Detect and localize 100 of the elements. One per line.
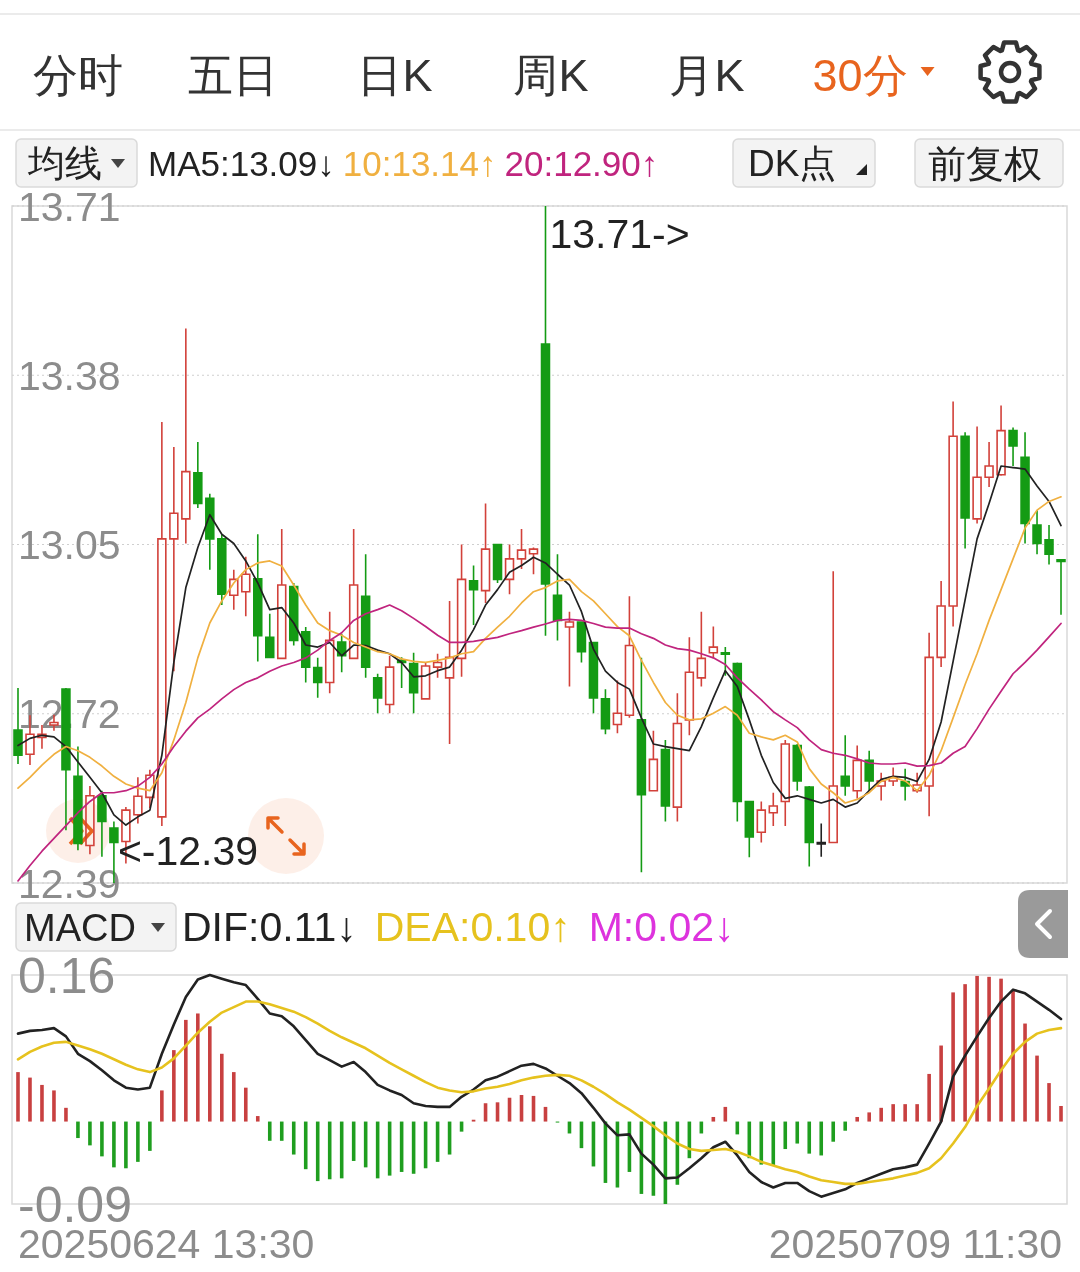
candlestick: [528, 546, 539, 576]
y-tick-label: 12.39: [18, 860, 121, 907]
bar: [148, 1121, 152, 1151]
bar: [867, 1112, 871, 1122]
bar: [16, 1072, 20, 1122]
candlestick: [636, 657, 647, 874]
candlestick: [840, 734, 850, 797]
candlestick: [360, 553, 371, 679]
bar: [88, 1121, 92, 1146]
bar: [40, 1084, 44, 1122]
bar: [711, 1116, 716, 1122]
candlestick: [372, 672, 383, 715]
candlestick: [720, 646, 731, 677]
bar: [999, 978, 1003, 1122]
candlestick: [312, 657, 323, 699]
bar: [220, 1053, 224, 1122]
bar: [939, 1045, 943, 1122]
bar: [987, 976, 991, 1122]
candlestick: [1056, 559, 1066, 616]
candlestick: [276, 528, 287, 660]
candlestick: [756, 800, 767, 844]
candlestick: [984, 441, 994, 488]
candlestick: [600, 688, 611, 736]
y-tick-label: 13.38: [18, 352, 121, 399]
candlestick: [217, 533, 227, 606]
bar: [903, 1104, 907, 1122]
candlestick: [205, 492, 215, 571]
candlestick: [948, 400, 958, 628]
candlestick: [624, 595, 635, 719]
series-label: DIF:0.11↓: [182, 904, 357, 950]
candlestick: [804, 785, 814, 868]
bar: [231, 1072, 236, 1122]
bar: [963, 984, 967, 1122]
candlestick: [780, 739, 791, 827]
candlestick: [912, 771, 922, 794]
bar: [879, 1107, 883, 1122]
text: 20250709 11:30: [768, 1221, 1062, 1267]
candlestick: [660, 739, 671, 823]
candlestick: [1008, 426, 1018, 467]
candlestick: [85, 785, 95, 856]
text: 30分: [812, 50, 908, 101]
bar: [208, 1026, 212, 1122]
bar: [52, 1090, 56, 1122]
bar: [819, 1121, 824, 1156]
candlestick: [193, 441, 203, 509]
candlestick: [444, 600, 455, 745]
bar: [196, 1013, 200, 1122]
candlestick: [792, 743, 803, 792]
candlestick: [576, 621, 587, 664]
bar: [915, 1104, 919, 1122]
y-tick-label: 13.71: [18, 183, 121, 230]
candlestick: [552, 553, 563, 642]
bar: [28, 1077, 32, 1122]
candlestick: [744, 800, 755, 859]
text: 日K: [357, 50, 433, 101]
candlestick: [229, 568, 239, 611]
text: 周K: [513, 50, 589, 101]
candlestick: [432, 652, 443, 679]
line-series: [16, 1000, 1063, 1186]
bar: [771, 1121, 776, 1166]
candlestick: [612, 679, 623, 735]
text: 五日: [188, 50, 278, 101]
candlestick: [888, 766, 898, 787]
candlestick: [13, 687, 23, 765]
bar: [795, 1121, 800, 1144]
candlestick: [492, 543, 503, 584]
text: MA5:13.09↓: [148, 144, 335, 183]
text: 月K: [669, 50, 745, 101]
candlestick: [648, 729, 659, 792]
bar: [279, 1121, 284, 1141]
candlestick: [253, 533, 263, 663]
bar: [1047, 1083, 1051, 1122]
candlestick: [960, 431, 970, 550]
bar: [807, 1121, 812, 1154]
bar: [100, 1121, 104, 1157]
bar: [1011, 990, 1015, 1122]
text: DK点: [748, 143, 837, 185]
bar: [783, 1121, 788, 1150]
bar: [76, 1121, 80, 1139]
candlestick: [924, 631, 934, 818]
bar: [291, 1121, 296, 1155]
bar: [759, 1121, 764, 1165]
bar: [951, 992, 955, 1122]
candlestick: [768, 791, 779, 827]
candlestick: [852, 744, 862, 800]
text: 均线: [27, 143, 102, 185]
candlestick: [996, 404, 1006, 477]
bar: [255, 1116, 260, 1122]
candlestick: [408, 651, 419, 715]
bar: [160, 1090, 164, 1122]
candlestick: [348, 528, 359, 660]
bar: [315, 1121, 320, 1182]
bar: [891, 1104, 895, 1122]
candlestick: [696, 610, 707, 688]
bar: [303, 1121, 308, 1170]
candlestick: [169, 446, 179, 672]
text: DEA:0.10↑: [374, 904, 571, 950]
bar: [831, 1121, 836, 1142]
bar: [243, 1087, 248, 1122]
candlestick: [672, 692, 683, 823]
